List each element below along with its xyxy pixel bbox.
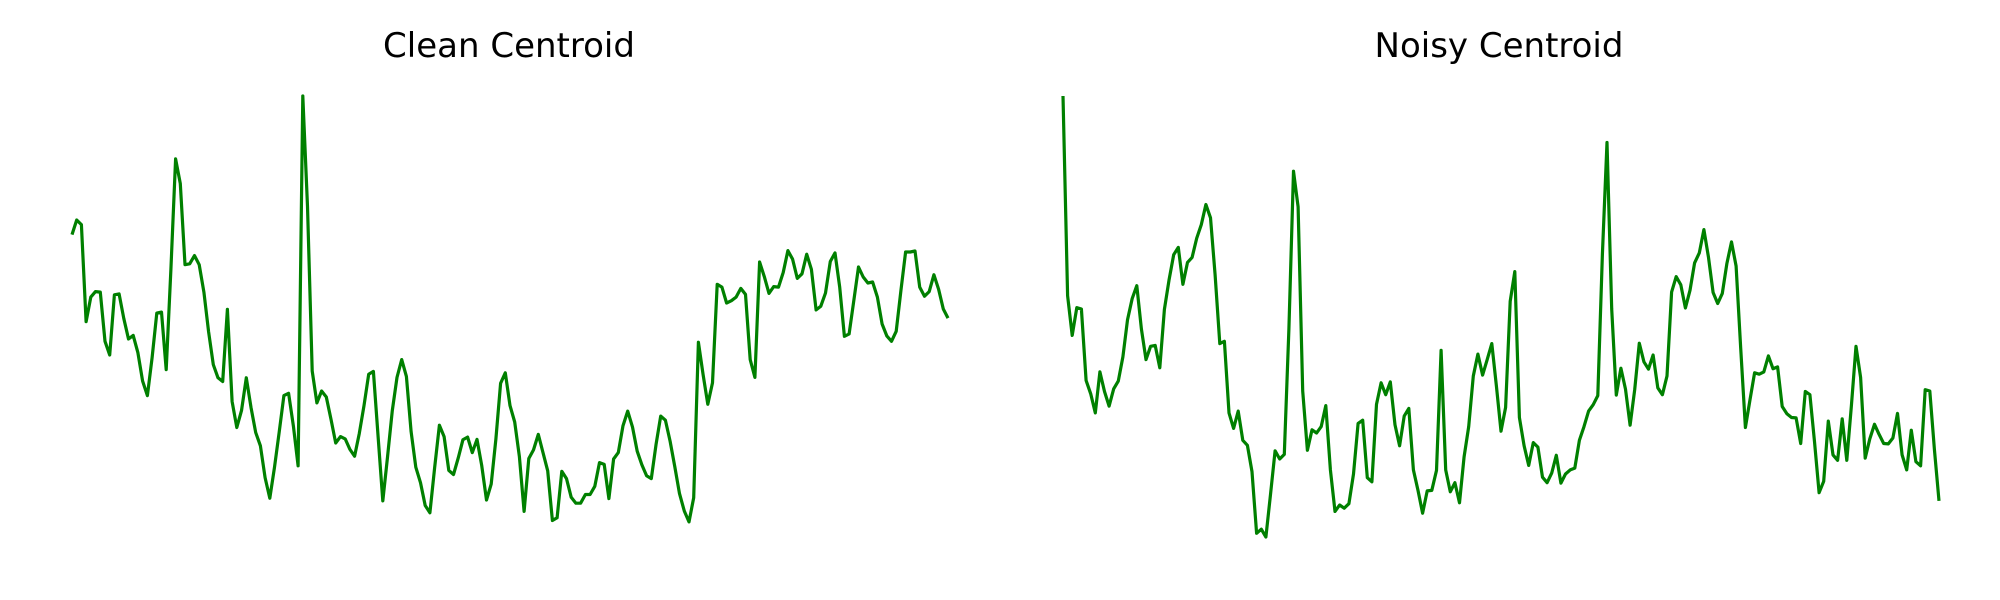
series-line-clean-centroid bbox=[70, 94, 950, 524]
chart-clean-centroid: Clean Centroid bbox=[70, 26, 950, 524]
chart-noisy-centroid: Noisy Centroid bbox=[1061, 26, 1941, 539]
chart-title-noisy-centroid: Noisy Centroid bbox=[1375, 26, 1624, 66]
series-line-noisy-centroid bbox=[1061, 95, 1941, 539]
chart-title-clean-centroid: Clean Centroid bbox=[383, 26, 635, 66]
